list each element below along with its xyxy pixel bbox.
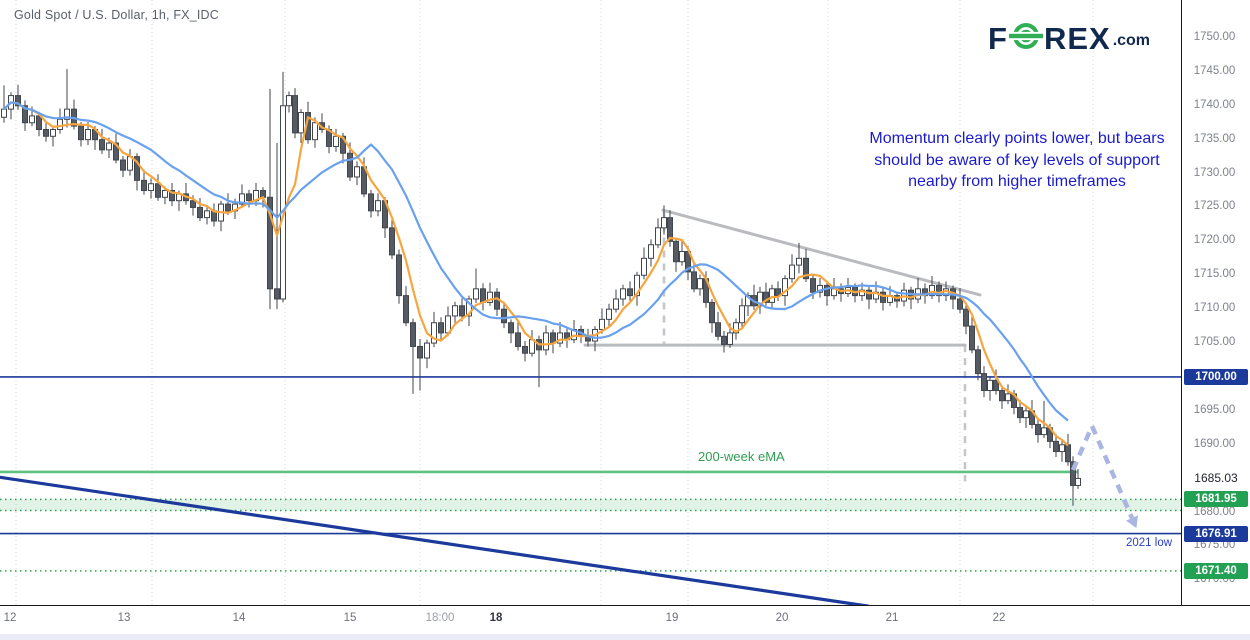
bottom-strip [0, 633, 1250, 640]
time-label-13: 13 [117, 612, 131, 624]
price-badge-1676.91: 1676.91 [1184, 525, 1248, 542]
time-label-14: 14 [232, 612, 246, 624]
annotation-note: Momentum clearly points lower, but bears… [869, 130, 1165, 190]
chart-canvas[interactable] [0, 0, 1181, 605]
price-tick: 1690.00 [1193, 437, 1236, 450]
logo-letter-f: F [988, 20, 1008, 56]
price-badge-1671.40: 1671.40 [1184, 562, 1248, 579]
price-tick: 1675.00 [1193, 539, 1236, 552]
price-axis[interactable]: 1750.00 1745.00 1740.00 1735.00 1730.00 1725.… [1181, 0, 1250, 632]
price-tick: 1730.00 [1193, 166, 1236, 179]
time-label-12: 12 [3, 612, 17, 624]
price-tick: 1725.00 [1193, 200, 1236, 213]
price-badge-1685.03: 1685.03 [1184, 470, 1248, 487]
candlestick-plot[interactable] [0, 0, 1181, 605]
time-label-18: 18 [489, 612, 503, 624]
2021-low-label: 2021 low [1126, 537, 1173, 549]
globe-icon [1008, 20, 1044, 56]
price-tick: 1740.00 [1193, 98, 1236, 111]
time-axis[interactable]: 12 13 14 15 18:00 18 19 20 21 22 [0, 605, 1250, 633]
forex-com-logo: F REX .com [988, 20, 1150, 56]
price-tick: 1745.00 [1193, 64, 1236, 77]
price-tick: 1705.00 [1193, 336, 1236, 349]
time-label-22: 22 [992, 612, 1006, 624]
ema-line-label: 200-week eMA [698, 449, 785, 464]
price-tick: 1720.00 [1193, 234, 1236, 247]
price-tick: 1750.00 [1193, 30, 1236, 43]
time-label-21: 21 [885, 612, 899, 624]
time-label-15: 15 [343, 612, 357, 624]
arrow-head-icon [1126, 515, 1138, 529]
time-label-18:00: 18:00 [425, 612, 455, 624]
price-tick: 1715.00 [1193, 268, 1236, 281]
time-label-20: 20 [775, 612, 789, 624]
price-tick: 1735.00 [1193, 132, 1236, 145]
price-badge-1681.95: 1681.95 [1184, 491, 1248, 508]
price-tick: 1695.00 [1193, 403, 1236, 416]
time-label-19: 19 [665, 612, 679, 624]
chart-title: Gold Spot / U.S. Dollar, 1h, FX_IDC [14, 8, 219, 22]
price-tick: 1680.00 [1193, 505, 1236, 518]
logo-dotcom: .com [1112, 32, 1151, 49]
logo-letters-rex: REX [1043, 20, 1111, 56]
price-badge-1700.00: 1700.00 [1184, 368, 1248, 385]
price-tick: 1710.00 [1193, 302, 1236, 315]
